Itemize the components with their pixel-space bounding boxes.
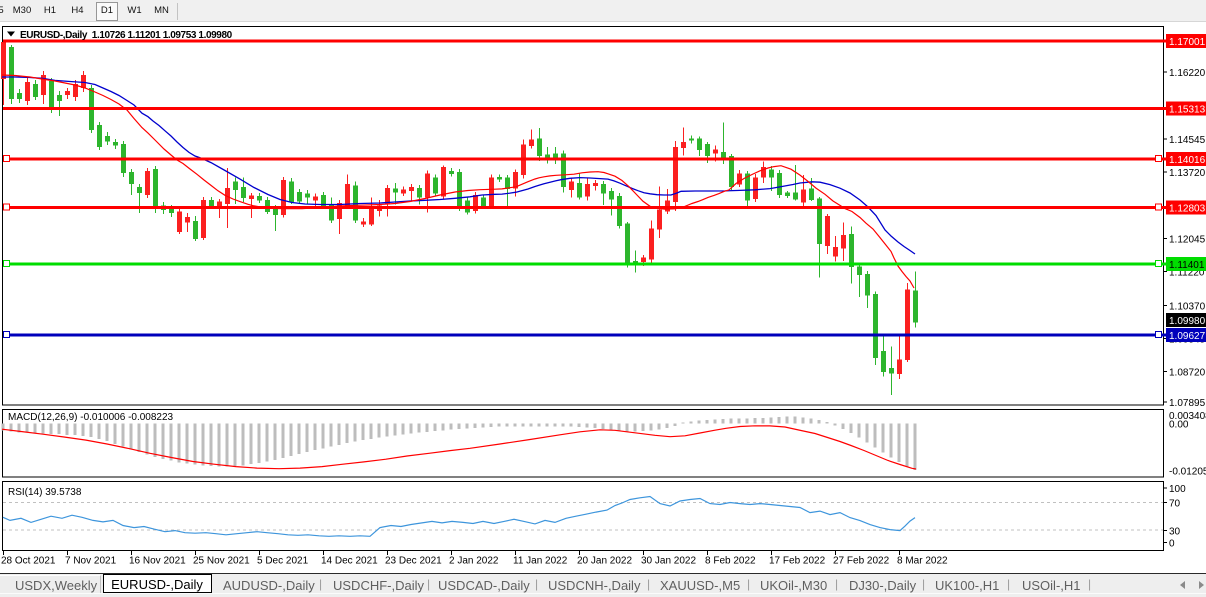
svg-text:14 Dec 2021: 14 Dec 2021 [321, 556, 378, 567]
svg-text:8 Feb 2022: 8 Feb 2022 [705, 556, 756, 567]
svg-text:1.14545: 1.14545 [1169, 135, 1206, 146]
svg-text:5 Dec 2021: 5 Dec 2021 [257, 556, 309, 567]
svg-text:1.11401: 1.11401 [1169, 260, 1205, 271]
svg-text:1.15313: 1.15313 [1169, 105, 1206, 116]
svg-text:0.003408: 0.003408 [1169, 411, 1206, 422]
svg-text:MACD(12,26,9) -0.010006 -0.008: MACD(12,26,9) -0.010006 -0.008223 [8, 412, 174, 423]
svg-text:1.12803: 1.12803 [1169, 204, 1206, 215]
svg-text:8 Mar 2022: 8 Mar 2022 [897, 556, 948, 567]
svg-text:0: 0 [1169, 539, 1175, 550]
svg-text:2 Jan 2022: 2 Jan 2022 [449, 556, 499, 567]
svg-text:7 Nov 2021: 7 Nov 2021 [65, 556, 117, 567]
svg-text:1.11220: 1.11220 [1169, 268, 1205, 279]
svg-text:1.10370: 1.10370 [1169, 302, 1206, 313]
svg-text:1.09627: 1.09627 [1169, 331, 1206, 342]
svg-text:1.12045: 1.12045 [1169, 235, 1206, 246]
svg-text:30 Jan 2022: 30 Jan 2022 [641, 556, 696, 567]
svg-text:27 Feb 2022: 27 Feb 2022 [833, 556, 890, 567]
svg-text:20 Jan 2022: 20 Jan 2022 [577, 556, 632, 567]
svg-text:1.07895: 1.07895 [1169, 398, 1206, 409]
svg-text:30: 30 [1169, 527, 1181, 538]
svg-text:1.13720: 1.13720 [1169, 168, 1206, 179]
svg-text:EURUSD-,Daily 1.10726 1.11201: EURUSD-,Daily 1.10726 1.11201 1.09753 1.… [20, 30, 233, 41]
svg-text:100: 100 [1169, 484, 1186, 495]
svg-text:0.00: 0.00 [1169, 420, 1189, 431]
svg-text:16 Nov 2021: 16 Nov 2021 [129, 556, 186, 567]
svg-text:25 Nov 2021: 25 Nov 2021 [193, 556, 250, 567]
svg-text:11 Jan 2022: 11 Jan 2022 [513, 556, 568, 567]
svg-text:RSI(14) 39.5738: RSI(14) 39.5738 [8, 487, 82, 498]
svg-text:1.17001: 1.17001 [1169, 37, 1206, 48]
svg-text:23 Dec 2021: 23 Dec 2021 [385, 556, 442, 567]
svg-text:1.08720: 1.08720 [1169, 368, 1206, 379]
svg-text:1.16220: 1.16220 [1169, 68, 1206, 79]
svg-text:17 Feb 2022: 17 Feb 2022 [769, 556, 826, 567]
svg-text:28 Oct 2021: 28 Oct 2021 [1, 556, 56, 567]
svg-text:1.09980: 1.09980 [1169, 316, 1206, 327]
svg-text:-0.012058: -0.012058 [1169, 467, 1206, 478]
svg-text:1.14016: 1.14016 [1169, 155, 1206, 166]
svg-text:70: 70 [1169, 499, 1181, 510]
